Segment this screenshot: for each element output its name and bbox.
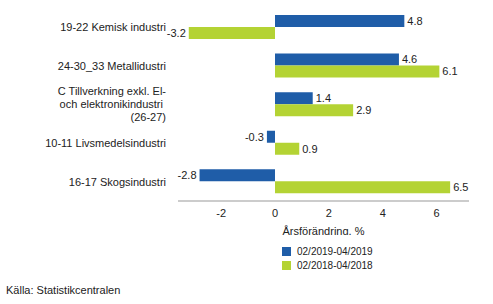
svg-text:C Tillverkning exkl. El-och el: C Tillverkning exkl. El-och elektronikin… — [58, 85, 167, 123]
html-text:Källa: Statistikcentralen: Källa: Statistikcentralen — [6, 284, 121, 296]
svg-text:0: 0 — [272, 207, 278, 219]
svg-text:6.5: 6.5 — [453, 181, 468, 193]
svg-text:-2.8: -2.8 — [178, 169, 197, 181]
html-text:02/2019-04/2019: 02/2019-04/2019 — [297, 245, 373, 257]
svg-text:0.9: 0.9 — [302, 143, 317, 155]
html-text:02/2018-04/2018: 02/2018-04/2018 — [297, 259, 373, 271]
svg-text:24-30_33 Metallidustri: 24-30_33 Metallidustri — [58, 60, 166, 72]
svg-text:2.9: 2.9 — [356, 104, 371, 116]
svg-text:2: 2 — [326, 207, 332, 219]
svg-text:4.8: 4.8 — [407, 15, 422, 27]
svg-text:1.4: 1.4 — [316, 92, 331, 104]
svg-text:Årsförändring, %: Årsförändring, % — [283, 225, 365, 235]
svg-text:4.6: 4.6 — [402, 53, 417, 65]
svg-text:16-17 Skogsindustri: 16-17 Skogsindustri — [69, 176, 166, 188]
svg-text:10-11 Livsmedelsindustri: 10-11 Livsmedelsindustri — [45, 137, 166, 149]
svg-text:6.1: 6.1 — [442, 65, 457, 77]
svg-text:19-22 Kemisk industri: 19-22 Kemisk industri — [60, 21, 166, 33]
svg-text:-3.2: -3.2 — [167, 27, 186, 39]
svg-text:6: 6 — [434, 207, 440, 219]
svg-text:-2: -2 — [216, 207, 226, 219]
svg-text:-0.3: -0.3 — [245, 131, 264, 143]
svg-text:4: 4 — [380, 207, 386, 219]
